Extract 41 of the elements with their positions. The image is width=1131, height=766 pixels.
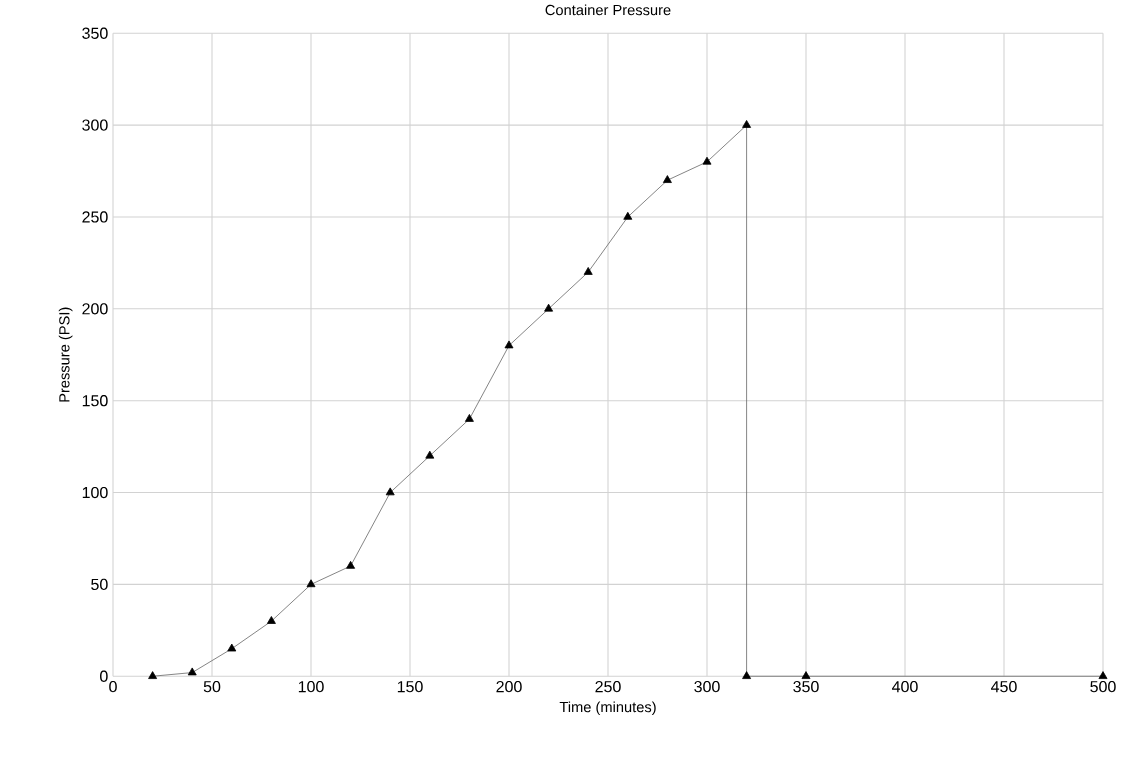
x-tick-label: 100 [298, 680, 324, 693]
x-tick-label: 350 [793, 680, 819, 693]
point [425, 450, 435, 459]
x-tick-label: 450 [991, 680, 1017, 693]
x-tick-label: 0 [109, 680, 117, 693]
point [742, 119, 752, 128]
x-tick-label: 200 [496, 680, 522, 693]
chart-title: Container Pressure [545, 4, 671, 16]
point [742, 671, 752, 679]
point [464, 413, 474, 422]
point [227, 643, 237, 652]
point [1098, 671, 1108, 679]
point [702, 156, 712, 165]
x-tick-label: 400 [892, 680, 918, 693]
point [583, 266, 593, 275]
y-tick-label: 250 [82, 211, 108, 223]
x-tick-label: 150 [397, 680, 423, 693]
point [623, 211, 633, 220]
point [662, 175, 672, 183]
x-tick-label: 50 [203, 680, 221, 693]
y-tick-label: 100 [82, 486, 108, 499]
y-axis-title: Pressure (PSI) [58, 307, 73, 402]
point [306, 579, 316, 587]
x-tick-label: 500 [1090, 680, 1116, 693]
y-tick-label: 300 [82, 119, 108, 131]
x-tick-label: 250 [595, 680, 621, 693]
point [385, 487, 395, 496]
point [148, 671, 158, 679]
x-axis-title: Time (minutes) [559, 701, 656, 715]
y-tick-label: 0 [100, 670, 108, 682]
y-tick-label: 200 [82, 303, 108, 315]
point [266, 615, 276, 624]
point [346, 560, 356, 569]
y-tick-label: 150 [82, 394, 108, 407]
y-tick-label: 50 [91, 578, 108, 590]
point [504, 340, 514, 349]
point [801, 671, 811, 679]
x-tick-label: 300 [694, 680, 720, 693]
y-tick-label: 350 [82, 27, 108, 39]
point [187, 667, 197, 676]
point [544, 303, 554, 312]
